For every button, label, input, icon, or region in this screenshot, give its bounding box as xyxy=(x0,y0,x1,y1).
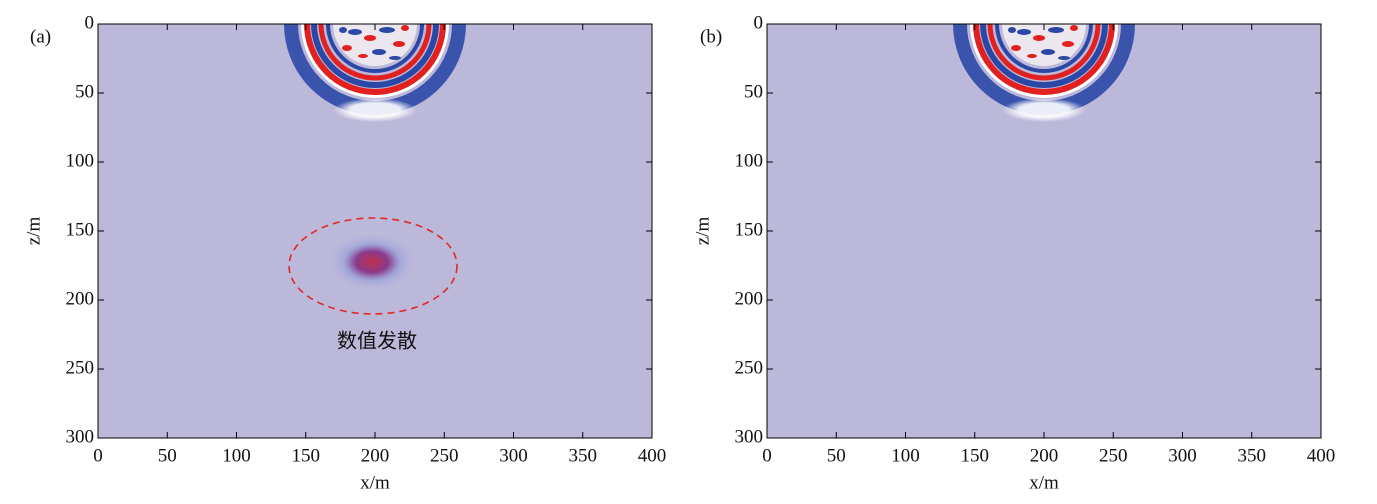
x-tick-label: 250 xyxy=(430,445,459,466)
x-tick-label: 400 xyxy=(1307,445,1336,466)
wavefield xyxy=(291,0,1128,122)
y-tick-label: 50 xyxy=(744,81,763,102)
y-axis-label: z/m xyxy=(692,217,713,246)
x-tick-label: 200 xyxy=(1030,445,1059,466)
annotation: 数值发散 xyxy=(337,329,417,353)
x-tick-label: 0 xyxy=(93,445,103,466)
y-tick-label: 150 xyxy=(735,219,764,240)
x-tick-label: 0 xyxy=(762,445,772,466)
y-tick-label: 250 xyxy=(66,357,95,378)
y-tick-label: 100 xyxy=(735,150,764,171)
x-tick-label: 350 xyxy=(569,445,598,466)
x-tick-label: 100 xyxy=(222,445,251,466)
x-tick-label: 200 xyxy=(361,445,390,466)
y-axis-label: z/m xyxy=(23,217,44,246)
x-tick-label: 350 xyxy=(1238,445,1267,466)
x-axis-label: x/m xyxy=(1029,472,1059,493)
y-tick-label: 0 xyxy=(754,12,764,33)
x-tick-label: 300 xyxy=(499,445,528,466)
y-tick-label: 50 xyxy=(75,81,94,102)
y-tick-label: 250 xyxy=(735,357,764,378)
y-tick-label: 200 xyxy=(66,288,95,309)
y-tick-label: 300 xyxy=(66,426,95,447)
panel-label: (b) xyxy=(700,26,722,47)
highlight-ellipse xyxy=(288,217,458,315)
y-tick-label: 200 xyxy=(735,288,764,309)
x-tick-label: 400 xyxy=(638,445,667,466)
x-tick-label: 300 xyxy=(1168,445,1197,466)
panel-label: (a) xyxy=(30,26,51,47)
y-tick-label: 300 xyxy=(735,426,764,447)
y-tick-label: 150 xyxy=(66,219,95,240)
x-tick-label: 250 xyxy=(1099,445,1128,466)
y-tick-label: 100 xyxy=(66,150,95,171)
divergence-blob xyxy=(326,232,418,292)
x-tick-label: 50 xyxy=(158,445,177,466)
x-axis-label: x/m xyxy=(360,472,390,493)
x-tick-label: 100 xyxy=(891,445,920,466)
x-tick-label: 150 xyxy=(292,445,321,466)
x-tick-label: 50 xyxy=(827,445,846,466)
x-tick-label: 150 xyxy=(961,445,990,466)
y-tick-label: 0 xyxy=(85,12,95,33)
